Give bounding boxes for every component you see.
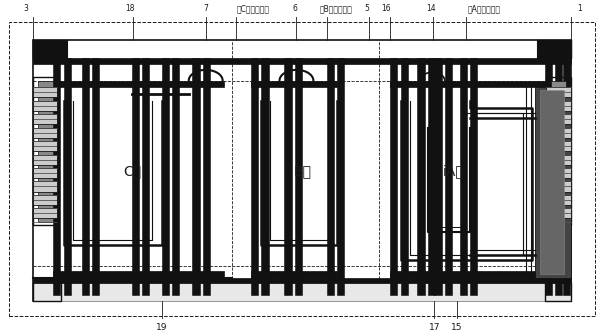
Bar	[33, 114, 57, 124]
Bar	[284, 58, 292, 295]
Bar	[9, 22, 595, 316]
Bar	[33, 181, 57, 192]
Bar	[295, 58, 302, 295]
Bar	[251, 58, 258, 295]
Text: 19: 19	[155, 323, 168, 332]
Bar	[546, 128, 571, 138]
Bar	[251, 271, 337, 278]
Text: 3: 3	[24, 4, 28, 13]
Bar	[434, 58, 442, 295]
Bar	[546, 208, 571, 218]
Bar	[555, 58, 562, 295]
Bar	[33, 128, 57, 138]
Bar	[546, 77, 571, 225]
Text: B相: B相	[293, 164, 312, 178]
Text: 接B相中压套管: 接B相中压套管	[320, 4, 353, 13]
Bar	[546, 101, 571, 111]
Bar	[33, 208, 57, 218]
Bar	[53, 81, 224, 87]
Bar	[142, 58, 149, 295]
Bar	[33, 278, 571, 283]
Bar	[33, 283, 571, 301]
Bar	[337, 58, 344, 295]
Bar	[33, 40, 67, 58]
Text: C相: C相	[123, 164, 141, 178]
Bar	[535, 87, 571, 278]
Bar	[546, 181, 571, 192]
Bar	[390, 58, 397, 295]
Bar	[470, 58, 477, 295]
Bar	[38, 81, 53, 222]
Bar	[33, 168, 57, 178]
Text: 接C相中压套管: 接C相中压套管	[237, 4, 269, 13]
Text: 6: 6	[293, 4, 298, 13]
Bar	[33, 77, 57, 225]
Bar	[64, 58, 71, 295]
Text: 1: 1	[577, 4, 582, 13]
Bar	[546, 87, 571, 97]
Bar	[401, 58, 408, 295]
Bar	[33, 40, 571, 301]
Bar	[537, 40, 571, 58]
Bar	[460, 58, 467, 295]
Text: iA相: iA相	[443, 164, 465, 178]
Bar	[546, 168, 571, 178]
Bar	[261, 58, 269, 295]
Text: 7: 7	[203, 4, 208, 13]
Bar	[33, 58, 571, 64]
Bar	[563, 58, 570, 295]
Bar	[251, 81, 337, 87]
Text: 14: 14	[426, 4, 436, 13]
Bar	[445, 58, 452, 295]
Bar	[33, 195, 57, 205]
Bar	[132, 58, 139, 295]
Bar	[53, 58, 60, 295]
Text: 18: 18	[125, 4, 135, 13]
Bar	[33, 155, 57, 165]
Text: 17: 17	[428, 323, 440, 332]
Bar	[192, 58, 200, 295]
Text: 15: 15	[451, 323, 463, 332]
Bar	[390, 271, 546, 278]
Bar	[33, 87, 57, 97]
Bar	[540, 90, 564, 274]
Bar	[33, 141, 57, 151]
Bar	[53, 271, 224, 278]
Bar	[82, 58, 89, 295]
Text: 接A相中压套管: 接A相中压套管	[468, 4, 500, 13]
Bar	[428, 58, 435, 295]
Bar	[546, 155, 571, 165]
Text: 5: 5	[364, 4, 369, 13]
Bar	[327, 58, 334, 295]
Bar	[417, 58, 425, 295]
Bar	[546, 141, 571, 151]
Bar	[172, 58, 179, 295]
Bar	[551, 81, 566, 222]
Bar	[92, 58, 99, 295]
Bar	[162, 58, 169, 295]
Bar	[33, 101, 57, 111]
Bar	[203, 58, 210, 295]
Bar	[546, 195, 571, 205]
Bar	[390, 81, 546, 87]
Bar	[546, 114, 571, 124]
Bar	[544, 58, 552, 295]
Text: 16: 16	[381, 4, 391, 13]
